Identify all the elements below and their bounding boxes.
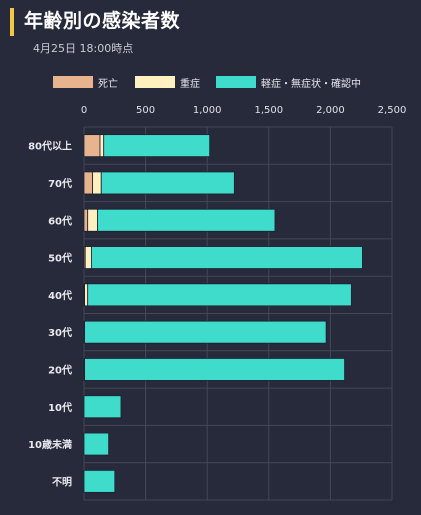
- legend-swatch-severe: [135, 76, 175, 88]
- x-tick-label: 1,500: [254, 105, 283, 116]
- legend: 死亡 重症 軽症・無症状・確認中: [0, 75, 421, 91]
- category-label: 70代: [48, 177, 72, 190]
- bar-segment: [83, 395, 122, 419]
- title-accent-bar: [10, 8, 14, 36]
- category-label: 10代: [48, 401, 72, 414]
- bar-segment: [83, 469, 116, 493]
- bar-segment: [97, 208, 276, 232]
- bar-segment: [84, 320, 327, 344]
- legend-swatch-death: [53, 76, 93, 88]
- bar-segment: [83, 134, 101, 158]
- bar-segment: [90, 246, 363, 269]
- category-label: 20代: [48, 363, 72, 376]
- bar-segment: [84, 283, 89, 307]
- bar-segment: [83, 171, 94, 195]
- bar-segment: [92, 171, 102, 195]
- page-title: 年齢別の感染者数: [24, 10, 181, 32]
- timestamp: 4月25日 18:00時点: [33, 42, 134, 55]
- category-label: 80代以上: [28, 140, 72, 153]
- bar-segment: [87, 208, 98, 232]
- x-tick-label: 2,000: [316, 105, 345, 116]
- bar-segment: [100, 171, 235, 195]
- category-label: 30代: [48, 326, 72, 339]
- legend-swatch-mild: [216, 76, 256, 88]
- bar-segment: [84, 246, 92, 269]
- bar-segment: [83, 208, 89, 232]
- bar-segment: [103, 134, 211, 158]
- bar-segment: [83, 432, 110, 456]
- category-label: 60代: [48, 214, 72, 227]
- bar-segment: [99, 134, 105, 158]
- category-label: 不明: [52, 476, 72, 488]
- category-label: 10歳未満: [28, 438, 72, 451]
- bar-segment: [84, 358, 345, 381]
- legend-label-mild: 軽症・無症状・確認中: [261, 79, 361, 90]
- x-tick-label: 1,000: [193, 105, 222, 116]
- category-label: 40代: [48, 289, 72, 302]
- legend-label-severe: 重症: [180, 79, 200, 90]
- x-tick-label: 0: [81, 105, 87, 116]
- x-tick-label: 500: [136, 105, 155, 116]
- bar-segment: [87, 283, 352, 307]
- legend-label-death: 死亡: [98, 79, 118, 90]
- x-tick-label: 2,500: [378, 105, 407, 116]
- category-label: 50代: [48, 252, 72, 265]
